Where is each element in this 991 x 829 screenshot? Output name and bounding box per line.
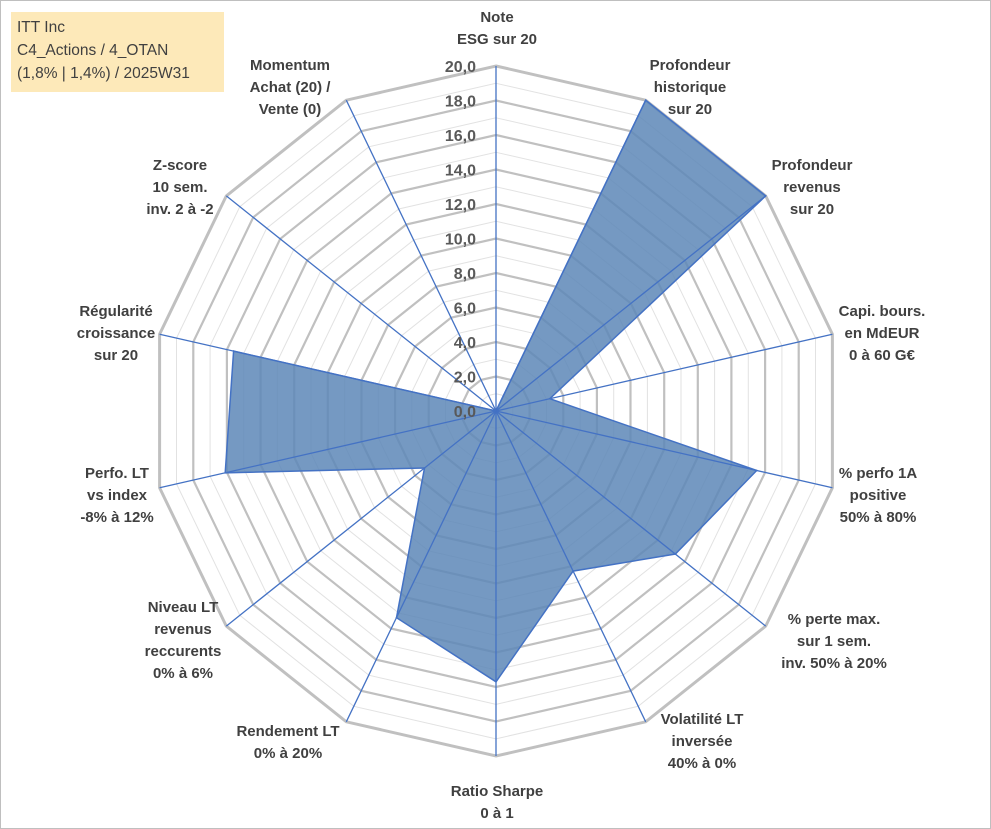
axis-label-line: en MdEUR (845, 325, 920, 342)
info-company-name: ITT Inc (17, 19, 65, 36)
axis-label-9: Rendement LT 0% à 20% (236, 723, 339, 762)
axis-label-10: Niveau LT revenus reccurents 0% à 6% (145, 599, 222, 682)
tick-label: 6,0 (454, 301, 476, 318)
axis-label-line: historique (654, 79, 727, 96)
axis-labels: Note ESG sur 20 Profondeur historique sur 20… (77, 9, 926, 822)
info-category: C4_Actions / 4_OTAN (17, 42, 169, 59)
axis-label-13: Z-score 10 sem. inv. 2 à -2 (146, 157, 213, 218)
info-period: (1,8% | 1,4%) / 2025W31 (17, 65, 190, 82)
axis-label-line: 0 à 60 G€ (849, 347, 916, 364)
axis-label-line: % perte max. (788, 611, 881, 628)
info-box: ITT Inc C4_Actions / 4_OTAN (1,8% | 1,4%… (11, 12, 224, 92)
spoke-11 (159, 410, 497, 489)
tick-label: 0,0 (454, 404, 476, 421)
axis-label-line: sur 20 (668, 101, 712, 118)
axis-label-3: Profondeur revenus sur 20 (772, 157, 853, 218)
axis-label-line: revenus (783, 179, 841, 196)
axis-label-line: inv. 2 à -2 (146, 201, 213, 218)
tick-label: 14,0 (445, 163, 476, 180)
axis-label-line: Niveau LT (148, 599, 219, 616)
axis-label-11: Perfo. LT vs index -8% à 12% (80, 465, 153, 526)
axis-label-line: Rendement LT (236, 723, 339, 740)
axis-label-2: Profondeur historique sur 20 (650, 57, 731, 118)
spoke-10 (225, 410, 497, 627)
axis-label-4: Capi. bours. en MdEUR 0 à 60 G€ (839, 303, 926, 364)
tick-label: 8,0 (454, 266, 476, 283)
axis-label-line: Z-score (153, 157, 207, 174)
axis-label-line: % perfo 1A (839, 465, 918, 482)
axis-label-line: sur 1 sem. (797, 633, 871, 650)
spoke-4 (495, 333, 833, 412)
spokes (159, 66, 833, 756)
tick-label: 2,0 (454, 370, 476, 387)
tick-label: 4,0 (454, 335, 476, 352)
axis-label-line: 50% à 80% (840, 509, 917, 526)
axis-label-line: 40% à 0% (668, 755, 736, 772)
axis-label-line: Ratio Sharpe (451, 783, 544, 800)
spoke-2 (495, 99, 647, 412)
axis-label-line: Profondeur (650, 57, 731, 74)
spoke-3 (495, 195, 767, 412)
spoke-6 (495, 410, 767, 627)
axis-label-6: % perte max. sur 1 sem. inv. 50% à 20% (781, 611, 887, 672)
axis-label-line: Note (480, 9, 513, 26)
axis-label-line: Achat (20) / (250, 79, 332, 96)
axis-label-line: 0% à 6% (153, 665, 213, 682)
axis-label-line: vs index (87, 487, 148, 504)
axis-label-line: -8% à 12% (80, 509, 153, 526)
axis-label-line: Régularité (79, 303, 152, 320)
tick-label: 16,0 (445, 128, 476, 145)
axis-label-line: Momentum (250, 57, 330, 74)
axis-label-line: reccurents (145, 643, 222, 660)
tick-label: 10,0 (445, 232, 476, 249)
spoke-12 (159, 333, 497, 412)
axis-label-line: 10 sem. (152, 179, 207, 196)
axis-label-line: Profondeur (772, 157, 853, 174)
axis-label-12: Régularité croissance sur 20 (77, 303, 155, 364)
axis-label-line: croissance (77, 325, 155, 342)
tick-label: 12,0 (445, 197, 476, 214)
axis-label-14: Momentum Achat (20) / Vente (0) (250, 57, 332, 118)
spoke-7 (495, 410, 647, 723)
axis-label-line: 0% à 20% (254, 745, 322, 762)
axis-label-line: inv. 50% à 20% (781, 655, 887, 672)
spoke-5 (495, 410, 833, 489)
axis-label-8: Ratio Sharpe 0 à 1 (451, 783, 544, 822)
axis-label-line: positive (850, 487, 907, 504)
axis-label-line: Vente (0) (259, 101, 322, 118)
axis-label-1: Note ESG sur 20 (457, 9, 537, 48)
axis-label-line: ESG sur 20 (457, 31, 537, 48)
axis-label-line: 0 à 1 (480, 805, 513, 822)
tick-label: 18,0 (445, 94, 476, 111)
spoke-13 (225, 195, 497, 412)
tick-labels: 0,0 2,0 4,0 6,0 8,0 10,0 12,0 14,0 16,0 18,0 20,0 (445, 59, 476, 421)
axis-label-line: Capi. bours. (839, 303, 926, 320)
spoke-14 (345, 99, 497, 412)
axis-label-line: inversée (672, 733, 733, 750)
spoke-9 (345, 410, 497, 723)
axis-label-line: revenus (154, 621, 212, 638)
axis-label-5: % perfo 1A positive 50% à 80% (839, 465, 918, 526)
axis-label-line: Volatilité LT (661, 711, 744, 728)
axis-label-line: Perfo. LT (85, 465, 149, 482)
axis-label-line: sur 20 (94, 347, 138, 364)
tick-label: 20,0 (445, 59, 476, 76)
axis-label-line: sur 20 (790, 201, 834, 218)
axis-label-7: Volatilité LT inversée 40% à 0% (661, 711, 744, 772)
